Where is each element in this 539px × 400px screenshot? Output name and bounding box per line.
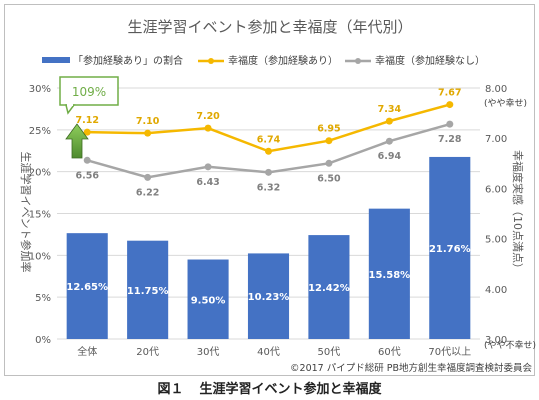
bar xyxy=(308,235,350,339)
figure-caption-text: 生涯学習イベント参加と幸福度 xyxy=(199,382,382,397)
right-tick-label: 4.00 xyxy=(485,285,507,296)
bar xyxy=(127,240,169,339)
line-point xyxy=(204,163,212,171)
left-tick-label: 5% xyxy=(35,293,51,304)
right-tick-label: 5.00 xyxy=(485,235,507,246)
bar-series: 12.65% 11.75% 9.50% 10.23% 12.42% 15.58% 21.76… xyxy=(66,156,471,339)
category-label: 30代 xyxy=(197,346,220,358)
category-label: 20代 xyxy=(136,346,159,358)
category-label: 50代 xyxy=(318,346,341,358)
line-point xyxy=(325,159,333,167)
category-label: 40代 xyxy=(257,346,280,358)
left-tick-label: 15% xyxy=(29,210,51,221)
line-point xyxy=(385,117,393,125)
line-value-label: 7.28 xyxy=(438,134,462,145)
chart-title: 生涯学習イベント参加と幸福度（年代別） xyxy=(127,18,412,36)
category-label: 70代以上 xyxy=(428,346,471,358)
line-point xyxy=(446,101,454,109)
bar xyxy=(429,156,471,339)
bar xyxy=(187,259,229,339)
line-point xyxy=(204,124,212,132)
left-tick-label: 25% xyxy=(29,126,51,137)
left-axis-title: 生涯学習イベント参加率 xyxy=(19,152,33,273)
line-value-label: 6.32 xyxy=(257,182,280,193)
right-axis-top-note: (やや幸せ) xyxy=(484,98,527,109)
legend: 「参加経験あり」の割合 幸福度（参加経験あり） 幸福度（参加経験なし） xyxy=(42,54,485,67)
bar-value-label: 21.76% xyxy=(429,244,471,255)
line-value-label: 7.20 xyxy=(196,111,220,122)
line-value-label: 7.67 xyxy=(438,88,461,99)
bar-value-label: 11.75% xyxy=(127,286,169,297)
callout-pointer xyxy=(65,104,76,115)
left-tick-label: 20% xyxy=(29,168,51,179)
line-value-label: 6.94 xyxy=(378,151,402,162)
legend-label-line-no: 幸福度（参加経験なし） xyxy=(375,54,485,67)
bar xyxy=(247,253,290,339)
line-value-label: 6.50 xyxy=(317,173,341,184)
up-arrow-icon xyxy=(65,123,89,159)
left-tick-label: 30% xyxy=(29,84,51,95)
right-axis-title: 幸福度実感（10点満点） xyxy=(511,150,525,274)
legend-marker-line-yes xyxy=(208,58,214,64)
line-value-label: 7.34 xyxy=(378,104,402,115)
right-axis-bottom-note: (やや不幸せ) xyxy=(484,340,536,351)
line-series: 7.12 7.10 7.20 6.74 6.95 7.34 7.67 6.56 6.22 6.43… xyxy=(75,88,461,199)
legend-swatch-bar xyxy=(42,57,70,63)
bar xyxy=(368,208,410,339)
line-point xyxy=(265,168,272,176)
right-tick-label: 6.00 xyxy=(485,184,507,195)
line-value-label: 6.22 xyxy=(136,187,159,198)
figure-caption: 図１ 生涯学習イベント参加と幸福度 xyxy=(0,378,539,397)
right-tick-label: 8.00 xyxy=(485,84,507,95)
right-tick-label: 3.00 xyxy=(485,335,507,346)
category-label: 全体 xyxy=(77,345,97,358)
bar-value-label: 12.65% xyxy=(66,282,108,293)
left-tick-label: 10% xyxy=(29,251,51,262)
line-value-label: 7.12 xyxy=(75,115,98,126)
line-value-label: 7.10 xyxy=(136,116,160,127)
line-point xyxy=(265,147,272,155)
line-point xyxy=(325,137,333,145)
line-value-label: 6.56 xyxy=(75,170,99,181)
legend-marker-line-no xyxy=(355,58,361,64)
line-point xyxy=(144,129,152,137)
bar-value-label: 9.50% xyxy=(191,295,226,306)
line-point xyxy=(83,156,91,164)
bar-value-label: 12.42% xyxy=(308,283,350,294)
bar xyxy=(66,233,108,339)
line-point xyxy=(83,128,91,136)
callout-box xyxy=(59,76,119,106)
bar-value-label: 15.58% xyxy=(369,270,411,281)
left-tick-label: 0% xyxy=(35,335,51,346)
legend-label-line-yes: 幸福度（参加経験あり） xyxy=(228,54,338,67)
bar-value-label: 10.23% xyxy=(248,292,290,303)
callout: 109% xyxy=(59,76,119,159)
axes: 0% 5% 10% 15% 20% 25% 30% 3.00 4.00 5.00 6.00 7.00 8… xyxy=(29,84,508,358)
copyright-text: ©2017 パイプド総研 PB地方創生幸福度調査検討委員会 xyxy=(290,362,532,374)
figure-number: 図１ xyxy=(157,382,184,397)
line-value-label: 6.95 xyxy=(317,124,340,135)
legend-label-bar: 「参加経験あり」の割合 xyxy=(73,54,183,67)
right-tick-label: 7.00 xyxy=(485,134,507,145)
line-point xyxy=(385,137,393,145)
line-value-label: 6.43 xyxy=(196,177,219,188)
line-value-label: 6.74 xyxy=(257,134,281,145)
callout-text: 109% xyxy=(72,85,106,99)
category-label: 60代 xyxy=(378,346,401,358)
line-point xyxy=(446,120,454,128)
line-point xyxy=(144,173,152,181)
